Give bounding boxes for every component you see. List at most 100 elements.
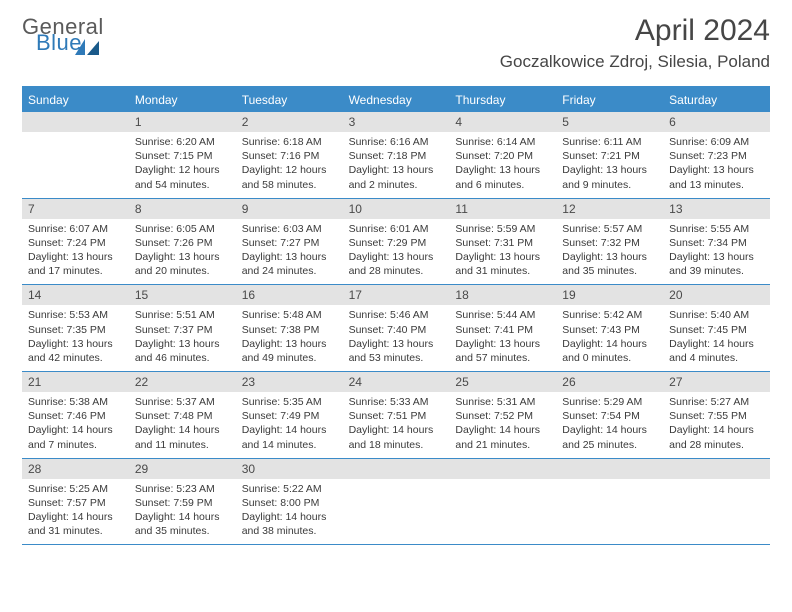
day-cell: 17Sunrise: 5:46 AMSunset: 7:40 PMDayligh… [343,285,450,371]
day-cell: 5Sunrise: 6:11 AMSunset: 7:21 PMDaylight… [556,112,663,198]
day-number: 14 [22,285,129,305]
day-info: Sunrise: 5:48 AMSunset: 7:38 PMDaylight:… [236,305,343,371]
day-cell: 7Sunrise: 6:07 AMSunset: 7:24 PMDaylight… [22,199,129,285]
day-info: Sunrise: 5:55 AMSunset: 7:34 PMDaylight:… [663,219,770,285]
day-number: 9 [236,199,343,219]
day-cell: 11Sunrise: 5:59 AMSunset: 7:31 PMDayligh… [449,199,556,285]
day-cell [343,459,450,545]
day-cell: 20Sunrise: 5:40 AMSunset: 7:45 PMDayligh… [663,285,770,371]
day-cell: 3Sunrise: 6:16 AMSunset: 7:18 PMDaylight… [343,112,450,198]
day-info: Sunrise: 5:23 AMSunset: 7:59 PMDaylight:… [129,479,236,545]
week-row: 7Sunrise: 6:07 AMSunset: 7:24 PMDaylight… [22,199,770,286]
day-cell: 28Sunrise: 5:25 AMSunset: 7:57 PMDayligh… [22,459,129,545]
day-cell: 30Sunrise: 5:22 AMSunset: 8:00 PMDayligh… [236,459,343,545]
day-number: 11 [449,199,556,219]
day-cell [22,112,129,198]
day-info: Sunrise: 5:59 AMSunset: 7:31 PMDaylight:… [449,219,556,285]
day-number: 3 [343,112,450,132]
day-header: Monday [129,88,236,112]
day-info: Sunrise: 5:37 AMSunset: 7:48 PMDaylight:… [129,392,236,458]
day-number: 4 [449,112,556,132]
day-number: 26 [556,372,663,392]
day-info: Sunrise: 5:57 AMSunset: 7:32 PMDaylight:… [556,219,663,285]
day-cell: 18Sunrise: 5:44 AMSunset: 7:41 PMDayligh… [449,285,556,371]
day-number: 21 [22,372,129,392]
header: General Blue April 2024 Goczalkowice Zdr… [0,0,792,78]
day-header: Thursday [449,88,556,112]
day-info: Sunrise: 6:11 AMSunset: 7:21 PMDaylight:… [556,132,663,198]
day-cell: 13Sunrise: 5:55 AMSunset: 7:34 PMDayligh… [663,199,770,285]
day-info: Sunrise: 6:20 AMSunset: 7:15 PMDaylight:… [129,132,236,198]
day-cell: 9Sunrise: 6:03 AMSunset: 7:27 PMDaylight… [236,199,343,285]
day-cell: 24Sunrise: 5:33 AMSunset: 7:51 PMDayligh… [343,372,450,458]
day-info: Sunrise: 6:09 AMSunset: 7:23 PMDaylight:… [663,132,770,198]
day-number: 22 [129,372,236,392]
day-cell: 19Sunrise: 5:42 AMSunset: 7:43 PMDayligh… [556,285,663,371]
day-number: 29 [129,459,236,479]
day-number: 28 [22,459,129,479]
day-info: Sunrise: 5:35 AMSunset: 7:49 PMDaylight:… [236,392,343,458]
day-info: Sunrise: 5:53 AMSunset: 7:35 PMDaylight:… [22,305,129,371]
day-number [556,459,663,479]
day-info: Sunrise: 5:38 AMSunset: 7:46 PMDaylight:… [22,392,129,458]
day-info: Sunrise: 6:14 AMSunset: 7:20 PMDaylight:… [449,132,556,198]
day-number: 12 [556,199,663,219]
day-cell: 4Sunrise: 6:14 AMSunset: 7:20 PMDaylight… [449,112,556,198]
day-info: Sunrise: 6:03 AMSunset: 7:27 PMDaylight:… [236,219,343,285]
day-cell [449,459,556,545]
day-number: 18 [449,285,556,305]
day-cell: 21Sunrise: 5:38 AMSunset: 7:46 PMDayligh… [22,372,129,458]
day-info: Sunrise: 5:33 AMSunset: 7:51 PMDaylight:… [343,392,450,458]
day-info: Sunrise: 6:01 AMSunset: 7:29 PMDaylight:… [343,219,450,285]
day-cell [663,459,770,545]
week-row: 14Sunrise: 5:53 AMSunset: 7:35 PMDayligh… [22,285,770,372]
day-number [343,459,450,479]
day-cell: 14Sunrise: 5:53 AMSunset: 7:35 PMDayligh… [22,285,129,371]
day-cell: 15Sunrise: 5:51 AMSunset: 7:37 PMDayligh… [129,285,236,371]
logo-text-blue: Blue [36,30,82,55]
week-row: 1Sunrise: 6:20 AMSunset: 7:15 PMDaylight… [22,112,770,199]
title-block: April 2024 Goczalkowice Zdroj, Silesia, … [500,14,770,72]
day-number: 1 [129,112,236,132]
day-number: 6 [663,112,770,132]
day-header: Friday [556,88,663,112]
day-cell [556,459,663,545]
day-number [663,459,770,479]
day-number: 23 [236,372,343,392]
day-number: 5 [556,112,663,132]
day-number: 2 [236,112,343,132]
day-number: 15 [129,285,236,305]
day-cell: 8Sunrise: 6:05 AMSunset: 7:26 PMDaylight… [129,199,236,285]
day-header-row: SundayMondayTuesdayWednesdayThursdayFrid… [22,88,770,112]
day-cell: 27Sunrise: 5:27 AMSunset: 7:55 PMDayligh… [663,372,770,458]
month-title: April 2024 [500,14,770,48]
day-number: 16 [236,285,343,305]
location: Goczalkowice Zdroj, Silesia, Poland [500,52,770,72]
day-cell: 12Sunrise: 5:57 AMSunset: 7:32 PMDayligh… [556,199,663,285]
week-row: 28Sunrise: 5:25 AMSunset: 7:57 PMDayligh… [22,459,770,546]
day-cell: 6Sunrise: 6:09 AMSunset: 7:23 PMDaylight… [663,112,770,198]
day-info: Sunrise: 6:16 AMSunset: 7:18 PMDaylight:… [343,132,450,198]
day-info: Sunrise: 6:18 AMSunset: 7:16 PMDaylight:… [236,132,343,198]
day-info: Sunrise: 5:46 AMSunset: 7:40 PMDaylight:… [343,305,450,371]
day-number: 7 [22,199,129,219]
day-number: 17 [343,285,450,305]
day-info: Sunrise: 6:07 AMSunset: 7:24 PMDaylight:… [22,219,129,285]
day-header: Tuesday [236,88,343,112]
day-number: 30 [236,459,343,479]
day-info: Sunrise: 5:40 AMSunset: 7:45 PMDaylight:… [663,305,770,371]
day-number: 19 [556,285,663,305]
weeks-grid: 1Sunrise: 6:20 AMSunset: 7:15 PMDaylight… [22,112,770,545]
day-cell: 10Sunrise: 6:01 AMSunset: 7:29 PMDayligh… [343,199,450,285]
day-cell: 1Sunrise: 6:20 AMSunset: 7:15 PMDaylight… [129,112,236,198]
day-info: Sunrise: 6:05 AMSunset: 7:26 PMDaylight:… [129,219,236,285]
day-info: Sunrise: 5:44 AMSunset: 7:41 PMDaylight:… [449,305,556,371]
day-number: 8 [129,199,236,219]
logo: General Blue [22,14,104,68]
day-info: Sunrise: 5:51 AMSunset: 7:37 PMDaylight:… [129,305,236,371]
day-number [22,112,129,132]
day-number: 24 [343,372,450,392]
day-info: Sunrise: 5:27 AMSunset: 7:55 PMDaylight:… [663,392,770,458]
day-header: Saturday [663,88,770,112]
day-cell: 2Sunrise: 6:18 AMSunset: 7:16 PMDaylight… [236,112,343,198]
